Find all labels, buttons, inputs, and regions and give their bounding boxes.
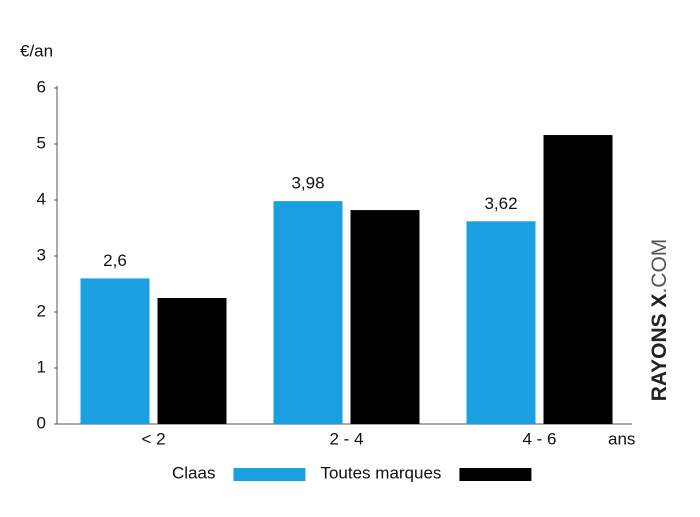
watermark-bold: RAYONS X <box>648 294 671 402</box>
y-axis-label: €/an <box>20 41 53 60</box>
bar <box>350 210 420 424</box>
y-tick-label: 4 <box>37 189 46 208</box>
value-label: 2,6 <box>103 251 127 270</box>
x-axis-label: ans <box>608 429 635 448</box>
bar <box>543 135 613 425</box>
watermark: RAYONS X.COM <box>648 239 671 402</box>
y-tick-label: 2 <box>37 301 46 320</box>
y-tick-label: 1 <box>37 357 46 376</box>
y-tick-label: 3 <box>37 245 46 264</box>
bar <box>157 298 227 424</box>
legend-label: Toutes marques <box>320 463 441 482</box>
x-tick-label: 4 - 6 <box>522 429 556 448</box>
legend-label: Claas <box>172 463 215 482</box>
y-tick-label: 6 <box>37 77 46 96</box>
legend-swatch <box>233 468 306 481</box>
y-tick-label: 0 <box>37 413 46 432</box>
legend-swatch <box>459 468 532 481</box>
watermark-light: .COM <box>648 239 671 294</box>
x-tick-label: < 2 <box>141 429 165 448</box>
y-tick-label: 5 <box>37 133 46 152</box>
value-label: 3,62 <box>484 194 517 213</box>
bar <box>273 201 343 424</box>
bar <box>466 221 536 424</box>
value-label: 3,98 <box>291 174 324 193</box>
x-tick-label: 2 - 4 <box>329 429 363 448</box>
bar <box>80 278 150 424</box>
